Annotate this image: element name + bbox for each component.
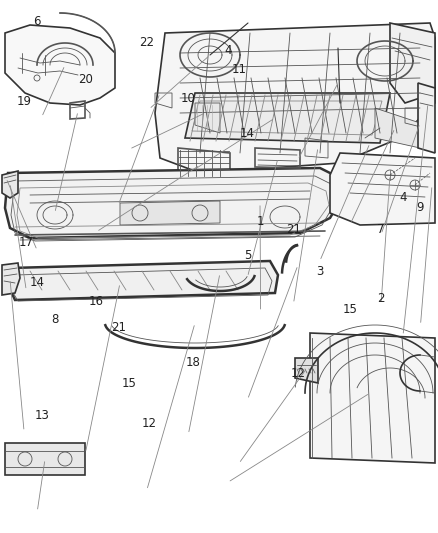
Text: 12: 12 bbox=[141, 417, 156, 430]
Text: 1: 1 bbox=[257, 215, 265, 228]
Polygon shape bbox=[375, 108, 420, 148]
Text: 8: 8 bbox=[51, 313, 58, 326]
Polygon shape bbox=[5, 443, 85, 475]
Text: 21: 21 bbox=[111, 321, 126, 334]
Text: 2: 2 bbox=[377, 292, 385, 305]
Text: 17: 17 bbox=[19, 236, 34, 249]
Polygon shape bbox=[120, 201, 220, 225]
Text: 9: 9 bbox=[417, 201, 424, 214]
Polygon shape bbox=[5, 168, 345, 238]
Polygon shape bbox=[390, 23, 435, 103]
Text: 12: 12 bbox=[290, 367, 305, 379]
Polygon shape bbox=[2, 171, 18, 198]
Polygon shape bbox=[5, 25, 115, 105]
Text: 10: 10 bbox=[181, 92, 196, 105]
Text: 22: 22 bbox=[139, 36, 154, 49]
Polygon shape bbox=[2, 263, 20, 295]
Polygon shape bbox=[195, 103, 220, 133]
Text: 5: 5 bbox=[244, 249, 251, 262]
Text: 4: 4 bbox=[224, 44, 232, 57]
Text: 19: 19 bbox=[17, 95, 32, 108]
Text: 15: 15 bbox=[343, 303, 358, 316]
Text: 13: 13 bbox=[34, 409, 49, 422]
Polygon shape bbox=[155, 23, 435, 173]
Polygon shape bbox=[310, 333, 435, 463]
Text: 4: 4 bbox=[399, 191, 407, 204]
Text: 3: 3 bbox=[316, 265, 323, 278]
Polygon shape bbox=[185, 93, 390, 143]
Polygon shape bbox=[418, 83, 435, 153]
Polygon shape bbox=[295, 358, 318, 383]
Text: 16: 16 bbox=[89, 295, 104, 308]
Text: 14: 14 bbox=[30, 276, 45, 289]
Polygon shape bbox=[8, 261, 278, 300]
Text: 15: 15 bbox=[122, 377, 137, 390]
Polygon shape bbox=[330, 153, 435, 225]
Text: 21: 21 bbox=[286, 223, 301, 236]
Text: 11: 11 bbox=[231, 63, 246, 76]
Text: 7: 7 bbox=[377, 223, 385, 236]
Text: 14: 14 bbox=[240, 127, 255, 140]
Text: 18: 18 bbox=[185, 356, 200, 369]
Text: 6: 6 bbox=[33, 15, 41, 28]
Text: 20: 20 bbox=[78, 74, 93, 86]
